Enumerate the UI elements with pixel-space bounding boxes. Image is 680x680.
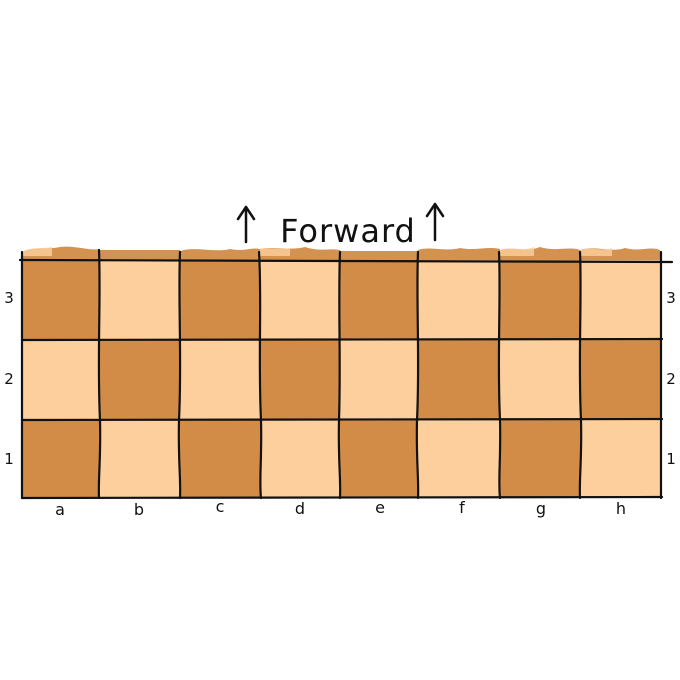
direction-header: Forward <box>236 202 445 250</box>
board-square-a1[interactable] <box>22 419 99 498</box>
board-square-f2[interactable] <box>418 339 500 419</box>
rank-labels-right: 3 2 1 <box>666 289 676 468</box>
rank-label: 2 <box>666 370 676 388</box>
file-label: g <box>536 499 546 518</box>
file-label: h <box>616 499 626 518</box>
grid-line <box>177 250 182 500</box>
board-square-e2[interactable] <box>340 339 418 419</box>
file-label: b <box>134 500 144 519</box>
board-square-d2[interactable] <box>260 339 340 419</box>
grid-line <box>578 250 583 500</box>
board-square-c1[interactable] <box>180 419 260 498</box>
board-square-h3[interactable] <box>580 260 661 339</box>
file-labels: a b c d e f g h <box>55 497 626 519</box>
board-square-f3[interactable] <box>418 260 500 339</box>
file-label: f <box>459 498 465 517</box>
board-square-c2[interactable] <box>180 339 260 419</box>
rank-label: 1 <box>4 450 14 468</box>
rank-labels-left: 3 2 1 <box>4 289 14 468</box>
board-square-f1[interactable] <box>418 419 500 498</box>
board-square-b1[interactable] <box>99 419 180 498</box>
grid-line <box>497 250 502 500</box>
board-square-g2[interactable] <box>500 339 580 419</box>
file-label: a <box>55 500 65 519</box>
board-square-b2[interactable] <box>99 339 180 419</box>
rank-label: 2 <box>4 370 14 388</box>
grid-line <box>20 495 664 500</box>
left-up-arrow-icon <box>236 205 256 244</box>
rank-label: 3 <box>666 289 676 307</box>
board-square-d1[interactable] <box>260 419 340 498</box>
file-label: d <box>295 499 305 518</box>
board-square-a2[interactable] <box>22 339 99 419</box>
grid-line <box>20 337 664 342</box>
board-square-g1[interactable] <box>500 419 580 498</box>
board-grid-lines <box>18 248 674 500</box>
rank-label: 1 <box>666 450 676 468</box>
board-square-e1[interactable] <box>340 419 418 498</box>
board-square-e3[interactable] <box>340 260 418 339</box>
board-square-c3[interactable] <box>180 260 260 339</box>
board-square-h2[interactable] <box>580 339 661 419</box>
grid-line <box>415 250 420 500</box>
grid-line <box>20 417 664 422</box>
right-up-arrow-icon <box>425 202 445 242</box>
rank-label: 3 <box>4 289 14 307</box>
board-square-g3[interactable] <box>500 260 580 339</box>
forward-title: Forward <box>280 212 416 250</box>
grid-line <box>97 248 102 500</box>
board-square-a3[interactable] <box>22 260 99 339</box>
board-squares <box>22 260 661 498</box>
board-square-b3[interactable] <box>99 260 180 339</box>
file-label: c <box>216 497 225 516</box>
grid-line <box>337 250 342 500</box>
grid-line <box>257 250 263 500</box>
file-label: e <box>375 498 385 517</box>
board-square-h1[interactable] <box>580 419 661 498</box>
grid-line <box>18 258 674 264</box>
board-square-d3[interactable] <box>260 260 340 339</box>
